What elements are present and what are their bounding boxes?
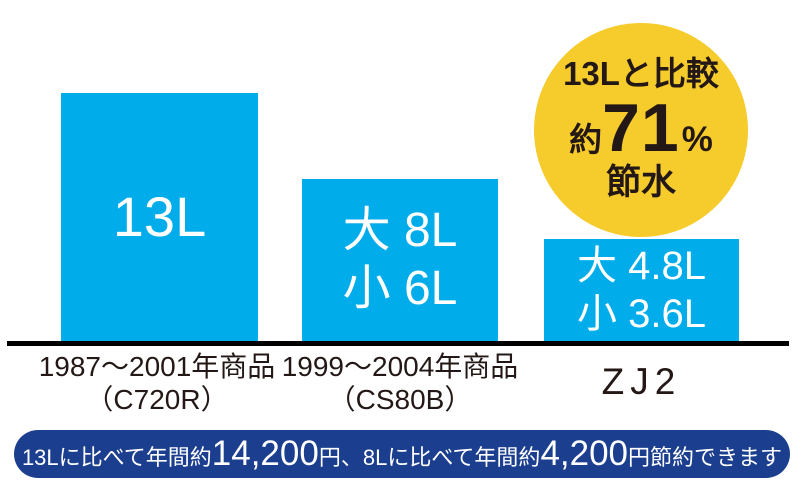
caption-model: （C720R）: [85, 384, 229, 416]
bar-caption-zj2: ZJ2: [544, 360, 739, 404]
bar-1999-2004: 大 8L 小 6L: [302, 179, 498, 341]
banner-amount-14200: 14,200: [211, 434, 319, 473]
axis-baseline: [7, 341, 789, 346]
bar-value-label-large-flush: 大 4.8L: [577, 244, 706, 288]
badge-approx-label: 約: [569, 121, 603, 159]
banner-text-segment: 円節約できます: [628, 445, 783, 470]
bar-zj2: 大 4.8L 小 3.6L: [544, 239, 739, 341]
percent-sign: %: [681, 120, 713, 160]
caption-model: ZJ2: [601, 361, 682, 402]
bar-value-label-large-flush: 大 8L: [342, 204, 458, 258]
caption-model: （CS80B）: [327, 384, 473, 416]
banner-text-segment: 13Lに比べて年間約: [21, 445, 212, 470]
annual-savings-banner: 13Lに比べて年間約14,200円、8Lに比べて年間約4,200円節約できます: [14, 430, 790, 478]
banner-text-segment: 8Lに比べて年間約: [362, 445, 541, 470]
bar-1987-2001: 13L: [61, 93, 258, 341]
bar-value-label-small-flush: 小 6L: [342, 262, 458, 315]
savings-badge: 13Lと比較 約 71 % 節水: [534, 23, 748, 237]
caption-period: 1999〜2004年商品: [281, 351, 519, 382]
caption-period: 1987〜2001年商品: [38, 351, 276, 382]
bar-value-label: 13L: [112, 185, 207, 249]
bar-caption-1987-2001: 1987〜2001年商品 （C720R）: [17, 350, 297, 416]
badge-comparison-label: 13Lと比較: [563, 55, 719, 93]
badge-water-saving-label: 節水: [605, 163, 676, 203]
bar-value-label-small-flush: 小 3.6L: [577, 292, 706, 336]
badge-percent-row: 約 71 %: [569, 94, 713, 162]
banner-amount-4200: 4,200: [540, 434, 629, 473]
bar-caption-1999-2004: 1999〜2004年商品 （CS80B）: [260, 350, 540, 416]
banner-text-segment: 円、: [318, 445, 363, 470]
badge-percent-value: 71: [602, 90, 680, 167]
